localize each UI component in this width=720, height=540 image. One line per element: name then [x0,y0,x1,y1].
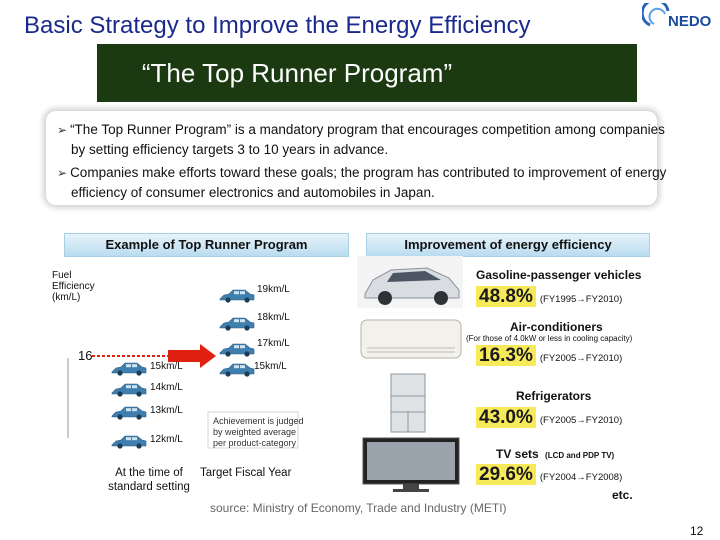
air-conditioner-icon [360,319,462,359]
refrigerator-icon [390,373,426,433]
product-item-1: Gasoline-passenger vehicles 48.8% (FY1995… [476,268,641,308]
target-year-label: Target Fiscal Year [200,467,292,479]
banner [97,44,637,102]
right-panel-header: Improvement of energy efficiency [366,233,650,257]
current-value-1: 15km/L [150,361,183,372]
percent-value: 48.8% [476,286,536,307]
arrow-value: 16 [78,348,93,363]
current-value-4: 12km/L [150,434,183,445]
tv-icon [362,437,460,492]
product-images [357,256,463,492]
car-icon [219,289,255,304]
bullet-arrow-icon: ➢ [57,166,68,180]
car-icon [111,406,147,421]
product-subtitle: (LCD and PDP TV) [545,451,615,460]
bullet-1: ➢ “The Top Runner Program” is a mandatory… [57,120,665,159]
red-arrow-icon [168,344,216,368]
etc-label: etc. [612,488,633,502]
target-value-4: 15km/L [254,361,287,372]
target-value-2: 18km/L [257,312,290,323]
car-icon [111,435,147,450]
year-range: (FY1995→FY2010) [539,294,623,305]
product-name: Gasoline-passenger vehicles [476,268,642,282]
time-label: At the time of standard setting [108,467,190,493]
left-panel-header: Example of Top Runner Program [64,233,349,257]
car-icon [219,343,255,358]
car-icon [111,383,147,398]
logo-text: NEDO [668,13,712,30]
product-name: Refrigerators [516,389,592,403]
source-note: source: Ministry of Economy, Trade and I… [210,501,507,515]
current-value-3: 13km/L [150,405,183,416]
car-icon [111,362,147,377]
year-range: (FY2005→FY2010) [539,415,623,426]
car-photo-icon [357,256,463,308]
year-range: (FY2005→FY2010) [539,353,623,364]
product-item-4: TV sets (LCD and PDP TV) 29.6% (FY2004→FY… [476,447,622,486]
nedo-logo: NEDO [642,3,712,30]
bullet-2-line-1: Companies make efforts toward these goal… [70,165,667,180]
current-value-2: 14km/L [150,382,183,393]
bullet-1-line-1: “The Top Runner Program” is a mandatory … [70,122,665,137]
percent-value: 43.0% [476,407,536,428]
product-subtitle: (For those of 4.0kW or less in cooling c… [466,334,633,343]
percent-value: 29.6% [476,464,536,485]
target-value-3: 17km/L [257,338,290,349]
page-title: Basic Strategy to Improve the Energy Eff… [24,12,531,39]
car-icon [219,363,255,378]
top-runner-diagram [67,289,299,450]
product-name: Air-conditioners [510,320,603,334]
product-item-2: Air-conditioners (For those of 4.0kW or … [466,320,632,367]
bullet-box [46,111,657,205]
year-range: (FY2004→FY2008) [539,472,623,483]
bullet-arrow-icon: ➢ [57,123,68,137]
bullet-2-line-2: efficiency of consumer electronics and a… [71,185,435,200]
target-value-1: 19km/L [257,284,290,295]
page-number: 12 [690,524,704,538]
achievement-note: Achievement is judged by weighted averag… [213,416,304,448]
bullet-1-line-2: by setting efficiency targets 3 to 10 ye… [71,142,389,157]
percent-value: 16.3% [476,345,536,366]
product-name: TV sets [496,447,539,461]
y-axis-label: Fuel Efficiency (km/L) [52,270,95,303]
product-item-3: Refrigerators 43.0% (FY2005→FY2010) [476,389,622,429]
banner-title: “The Top Runner Program” [141,58,453,88]
car-icon [219,317,255,332]
bullet-2: ➢ Companies make efforts toward these goa… [57,163,666,202]
